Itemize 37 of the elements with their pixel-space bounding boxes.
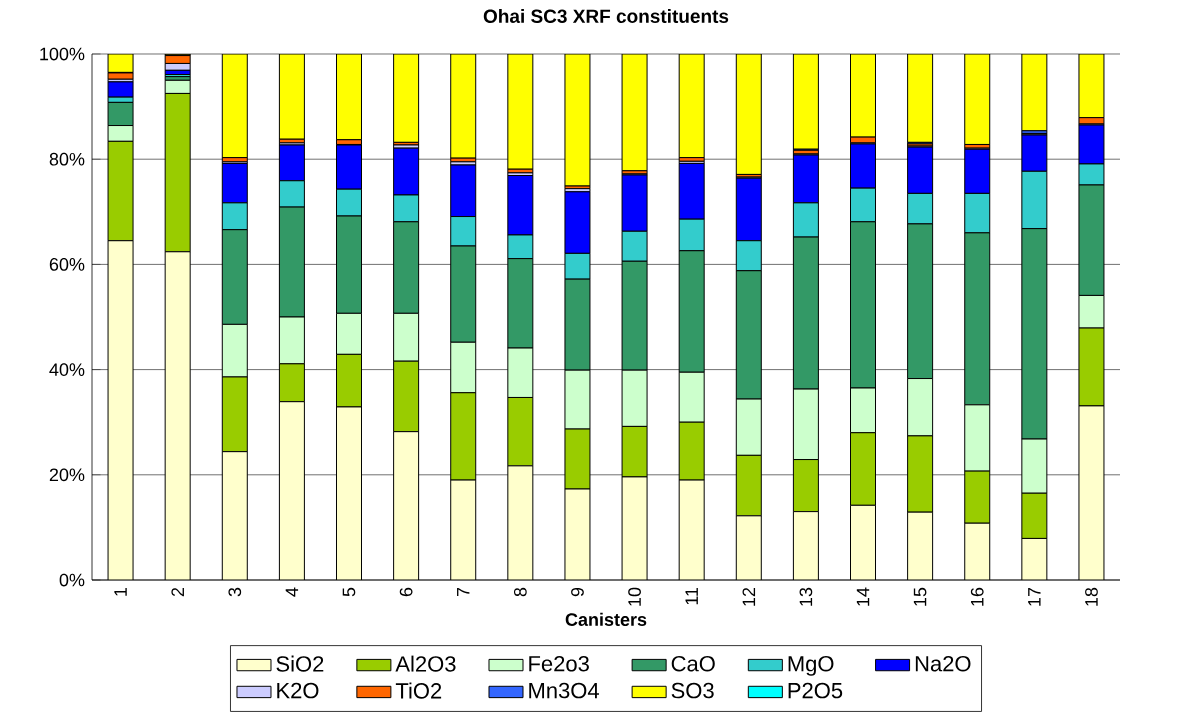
x-tick-label: 4 — [285, 587, 299, 597]
y-tick-label: 40% — [49, 363, 85, 376]
x-tick-label: 18 — [1085, 587, 1098, 606]
legend-label: Fe2o3 — [529, 655, 589, 672]
x-tick-label: 14 — [856, 587, 870, 606]
x-tick-label: 10 — [628, 587, 641, 606]
x-tick-label: 7 — [457, 587, 470, 597]
x-tick-label: 13 — [799, 587, 813, 606]
x-tick-label: 17 — [1028, 587, 1041, 606]
y-tick-label: 60% — [49, 258, 85, 271]
x-tick-label: 1 — [114, 587, 127, 596]
x-tick-label: 3 — [228, 587, 242, 597]
x-tick-label: 15 — [913, 587, 927, 606]
y-tick-label: 80% — [49, 152, 85, 166]
x-tick-label: 9 — [571, 587, 584, 597]
y-tick-label: 20% — [49, 468, 85, 482]
x-tick-label: 11 — [685, 587, 698, 605]
legend-label: P2O5 — [788, 682, 843, 699]
legend-label: CaO — [671, 655, 715, 672]
x-tick-label: 8 — [513, 587, 527, 597]
legend-label: Mn3O4 — [529, 682, 599, 699]
legend-label: K2O — [277, 682, 319, 699]
legend-label: MgO — [788, 655, 834, 676]
legend-label: TiO2 — [395, 682, 442, 699]
x-tick-label: 12 — [742, 587, 756, 606]
x-tick-label: 16 — [970, 587, 984, 606]
x-axis-title: Canisters — [565, 612, 647, 626]
x-tick-label: 5 — [342, 587, 356, 597]
y-tick-label: 100% — [40, 47, 85, 61]
y-tick-label: 0% — [59, 573, 85, 587]
legend-label: Na2O — [915, 655, 971, 672]
legend-label: SiO2 — [276, 655, 324, 672]
x-tick-label: 6 — [399, 587, 413, 597]
chart-title: Ohai SC3 XRF constituents — [483, 9, 729, 23]
legend-label: Al2O3 — [395, 655, 456, 672]
x-tick-label: 2 — [171, 587, 184, 597]
legend-label: SO3 — [671, 682, 714, 699]
